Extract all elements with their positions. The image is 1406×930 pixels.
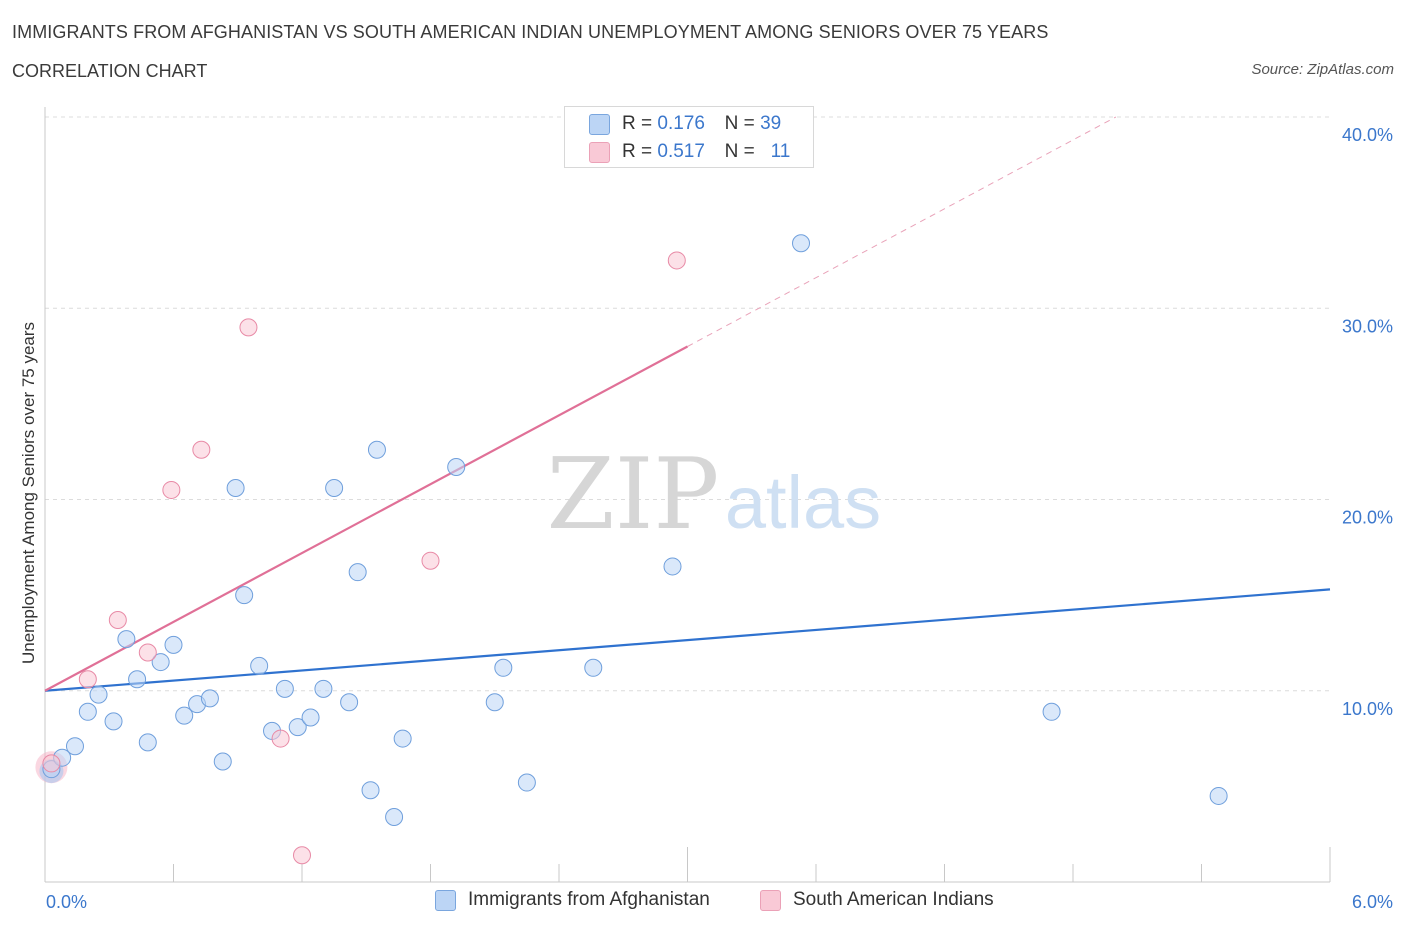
data-point-afghanistan <box>340 693 359 712</box>
data-point-afghanistan <box>361 781 380 800</box>
r-value: 0.517 <box>657 141 705 162</box>
r-label: R = <box>622 141 653 162</box>
stats-row-south-american-indians: R = 0.517 N = 11 <box>589 140 790 164</box>
data-point-afghanistan <box>301 708 320 727</box>
x-tick-label: 6.0% <box>1352 892 1393 912</box>
data-point-south-american-indians <box>421 551 440 570</box>
data-point-afghanistan <box>275 679 294 698</box>
data-point-afghanistan <box>175 706 194 725</box>
y-tick-label: 40.0% <box>1342 125 1393 145</box>
legend-swatch-pink <box>760 889 781 911</box>
n-label: N = <box>724 113 755 134</box>
data-point-afghanistan <box>200 689 219 708</box>
y-axis-label: Unemployment Among Seniors over 75 years <box>19 321 38 665</box>
data-point-afghanistan <box>325 479 344 498</box>
r-value: 0.176 <box>657 113 705 134</box>
data-point-afghanistan <box>128 670 147 689</box>
data-point-afghanistan <box>65 737 84 756</box>
y-tick-label: 10.0% <box>1342 699 1393 719</box>
n-value: 39 <box>760 113 782 134</box>
data-point-south-american-indians <box>293 846 311 865</box>
data-point-afghanistan <box>385 807 404 826</box>
data-point-afghanistan <box>517 773 536 792</box>
watermark-atlas: atlas <box>725 461 881 544</box>
chart-subtitle: CORRELATION CHART <box>12 61 208 81</box>
data-point-afghanistan <box>314 679 333 698</box>
legend-item-afghanistan: Immigrants from Afghanistan <box>435 889 710 911</box>
legend-swatch-blue <box>589 113 610 135</box>
data-point-afghanistan <box>663 557 682 576</box>
trend-line-afghanistan <box>44 588 1331 692</box>
data-point-afghanistan <box>792 234 811 253</box>
y-tick-label: 30.0% <box>1342 316 1393 336</box>
chart-title: IMMIGRANTS FROM AFGHANISTAN VS SOUTH AME… <box>12 22 1049 42</box>
legend-label: Immigrants from Afghanistan <box>468 889 710 910</box>
data-point-south-american-indians <box>162 480 181 499</box>
y-tick-label: 20.0% <box>1342 508 1393 528</box>
legend-label: South American Indians <box>793 889 994 910</box>
data-point-south-american-indians <box>78 670 97 689</box>
watermark-zip: ZIP <box>547 438 720 552</box>
trend-line-extension <box>687 116 1117 347</box>
data-point-south-american-indians <box>192 440 211 459</box>
data-point-afghanistan <box>104 712 123 731</box>
data-point-afghanistan <box>348 563 367 582</box>
data-point-afghanistan <box>1209 786 1228 805</box>
tick-labels: 10.0% 20.0% 30.0% 40.0% 0.0% 6.0% <box>46 125 1393 912</box>
data-point-afghanistan <box>89 685 108 704</box>
data-point-south-american-indians <box>271 729 290 748</box>
watermark: ZIP atlas <box>547 438 882 552</box>
data-point-afghanistan <box>78 702 97 721</box>
trend-line-south-american-indians <box>44 345 689 692</box>
data-point-afghanistan <box>288 718 307 737</box>
data-point-afghanistan <box>494 658 513 677</box>
stats-legend: R = 0.176 N = 39 R = 0.517 N = 11 <box>564 106 814 168</box>
data-point-afghanistan <box>447 457 466 476</box>
data-point-afghanistan <box>213 752 232 771</box>
source-credit: Source: ZipAtlas.com <box>1251 61 1394 78</box>
data-point-south-american-indians <box>138 643 157 662</box>
data-point-afghanistan <box>393 729 412 748</box>
data-point-afghanistan <box>138 733 157 752</box>
n-value: 11 <box>770 141 791 162</box>
n-label: N = <box>724 141 755 162</box>
legend-swatch-blue <box>435 889 456 911</box>
stats-row-afghanistan: R = 0.176 N = 39 <box>589 112 781 136</box>
data-point-south-american-indians <box>42 754 61 773</box>
data-point-afghanistan <box>164 635 183 654</box>
data-point-south-american-indians <box>239 318 258 337</box>
data-point-south-american-indians <box>108 610 127 629</box>
data-point-afghanistan <box>250 656 269 675</box>
data-point-afghanistan <box>485 693 504 712</box>
legend-item-south-american-indians: South American Indians <box>760 889 994 911</box>
data-point-afghanistan <box>226 479 245 498</box>
trend-lines <box>44 116 1331 692</box>
data-points <box>35 234 1228 865</box>
x-tick-label: 0.0% <box>46 892 87 912</box>
data-point-afghanistan <box>367 440 386 459</box>
legend-swatch-pink <box>589 141 610 163</box>
axes <box>44 107 1331 883</box>
data-point-afghanistan <box>117 630 136 649</box>
data-point-afghanistan <box>151 653 170 672</box>
r-label: R = <box>622 113 653 134</box>
data-point-afghanistan <box>235 586 254 605</box>
data-point-afghanistan <box>584 658 603 677</box>
data-point-south-american-indians <box>667 251 686 270</box>
data-point-afghanistan <box>1042 702 1061 721</box>
